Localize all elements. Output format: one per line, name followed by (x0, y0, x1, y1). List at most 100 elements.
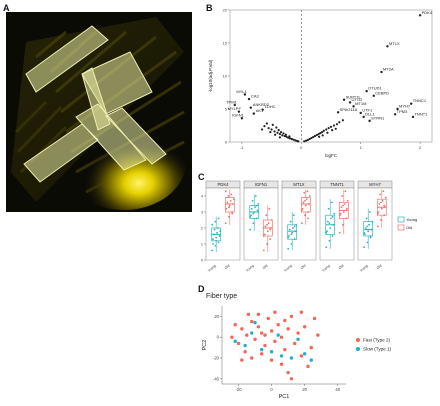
box-point (295, 223, 298, 226)
volcano-point (338, 121, 341, 124)
volcano-point-labeled (348, 101, 352, 104)
box-point (342, 211, 345, 213)
volcano-point-labeled (380, 70, 383, 74)
box-point (269, 228, 272, 231)
box-point (267, 222, 270, 225)
volcano-point-labeled (410, 102, 413, 105)
legend-label: Slow (Type 1) (363, 347, 392, 352)
pca-point (289, 377, 294, 381)
box-point (255, 217, 258, 220)
pca-point (263, 343, 267, 348)
pca-point (302, 325, 307, 329)
volcano-point (288, 137, 292, 140)
pca-point (256, 312, 261, 317)
boxplot-chart: PDK4 0 1 2 3 4 Young Old IGFN1 Young Old MT1X Young O… (201, 180, 417, 273)
pca-point (253, 320, 257, 325)
legend-label: Old (406, 225, 412, 230)
box-point (376, 225, 379, 228)
volcano-point (267, 127, 270, 130)
volcano-point (277, 129, 280, 132)
facet-label: IGFN1 (255, 182, 268, 187)
volcano-point (320, 131, 324, 134)
volcano-point (274, 133, 277, 136)
box-point (300, 209, 303, 212)
box (224, 197, 235, 213)
pca-panel: Fiber type -20 0 20 40 -40 -20 0 20 PC1 PC2 Fast (T… (196, 284, 440, 401)
box-point (292, 227, 294, 229)
box-point (304, 199, 306, 202)
pca-point (286, 327, 290, 331)
x-tick-label: Old (376, 264, 383, 271)
box-point (249, 215, 252, 218)
box-point (368, 223, 370, 226)
box-point (364, 233, 366, 236)
box-point (365, 217, 368, 220)
box-point (382, 190, 385, 193)
panel-letter-a: A (3, 3, 10, 13)
box-point (326, 230, 328, 233)
volcano-point (297, 140, 300, 143)
volcano-point (284, 133, 287, 136)
volcano-point-labeled (237, 110, 241, 113)
y-tick-label: 3 (201, 210, 203, 214)
box-point (325, 246, 328, 249)
box-point (269, 238, 272, 241)
pca-point (250, 356, 254, 360)
volcano-point (273, 130, 276, 133)
box-point (255, 204, 258, 207)
volcano-point (271, 123, 274, 126)
box-point (378, 203, 381, 205)
box-point (262, 235, 265, 237)
box-point (232, 198, 235, 201)
pca-point (263, 333, 267, 337)
pca-point (293, 341, 297, 346)
box-point (369, 236, 372, 239)
box-point (217, 241, 220, 244)
box-point (213, 228, 216, 231)
gene-label: TNNT1 (414, 111, 428, 116)
volcano-point-labeled (243, 93, 247, 96)
volcano-point (315, 133, 318, 137)
pca-point (236, 341, 241, 346)
volcano-point (318, 135, 321, 138)
box-point (270, 219, 273, 221)
facet-label: PDK4 (218, 182, 230, 187)
box-point (380, 207, 383, 210)
box-point (366, 241, 369, 244)
box-point (304, 204, 307, 207)
volcano-point (278, 136, 282, 139)
box-point (371, 220, 374, 223)
gene-label: MYL1 (236, 89, 247, 94)
box-point (344, 190, 347, 193)
pca-point (286, 370, 290, 375)
volcano-point-labeled (261, 108, 264, 111)
gene-label: IGFN1 (232, 113, 245, 118)
legend-key (397, 224, 405, 231)
volcano-plot-panel: -1 0 1 2 0 5 10 15 20 logFC -log10(adj.P.Val) PDK4 M… (204, 4, 440, 164)
gene-label: MYLPF (228, 106, 242, 111)
facet-frame (243, 187, 279, 261)
box-point (303, 191, 306, 194)
box-point (216, 231, 218, 234)
facet-label: MT1X (293, 182, 304, 187)
pca-point (289, 314, 294, 319)
x-tick-label: Old (300, 264, 307, 271)
volcano-point-labeled (359, 111, 362, 115)
box-point (289, 220, 292, 223)
volcano-point-labeled (342, 98, 346, 101)
volcano-point (285, 135, 288, 138)
box-point (384, 196, 387, 199)
pca-point (240, 327, 244, 331)
y-tick-label: 20 (223, 8, 228, 13)
volcano-point (325, 128, 328, 131)
volcano-point (306, 138, 309, 142)
fiber-overlay (25, 25, 109, 93)
box-point (306, 190, 309, 193)
volcano-point (276, 131, 279, 134)
volcano-point (270, 128, 273, 131)
box-point (252, 222, 255, 225)
gene-label: MYH7 (399, 104, 411, 109)
pca-point (283, 347, 287, 352)
volcano-point-labeled (372, 94, 375, 98)
panel-letter-b: B (206, 3, 213, 13)
